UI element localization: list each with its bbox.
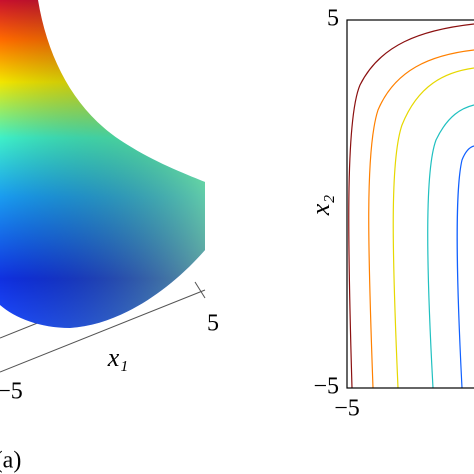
x-axis-label: x₁: [107, 343, 129, 372]
surface-shade: [0, 0, 205, 328]
contour-plot: x₂ −5 5 −5: [306, 6, 474, 422]
contour-line: [427, 104, 474, 389]
panel-label: (a): [0, 448, 21, 474]
y-axis-label: x₂: [306, 195, 335, 217]
y-tick-label: −5: [313, 374, 339, 400]
contour-line: [368, 49, 474, 389]
contour-line: [456, 145, 474, 389]
x-tick-label: 5: [207, 311, 219, 337]
axis-line: [194, 281, 206, 299]
contour-line: [392, 67, 474, 389]
y-tick-label: 5: [327, 6, 339, 32]
axis-line: [0, 289, 206, 373]
x-tick-label: −5: [0, 379, 23, 405]
plot-frame: [346, 19, 474, 389]
contour-line: [348, 23, 474, 389]
axis-line: [0, 321, 41, 339]
x-tick-label: −5: [334, 396, 360, 422]
surface-plot: 5 −5 x₁ (a): [0, 0, 219, 474]
